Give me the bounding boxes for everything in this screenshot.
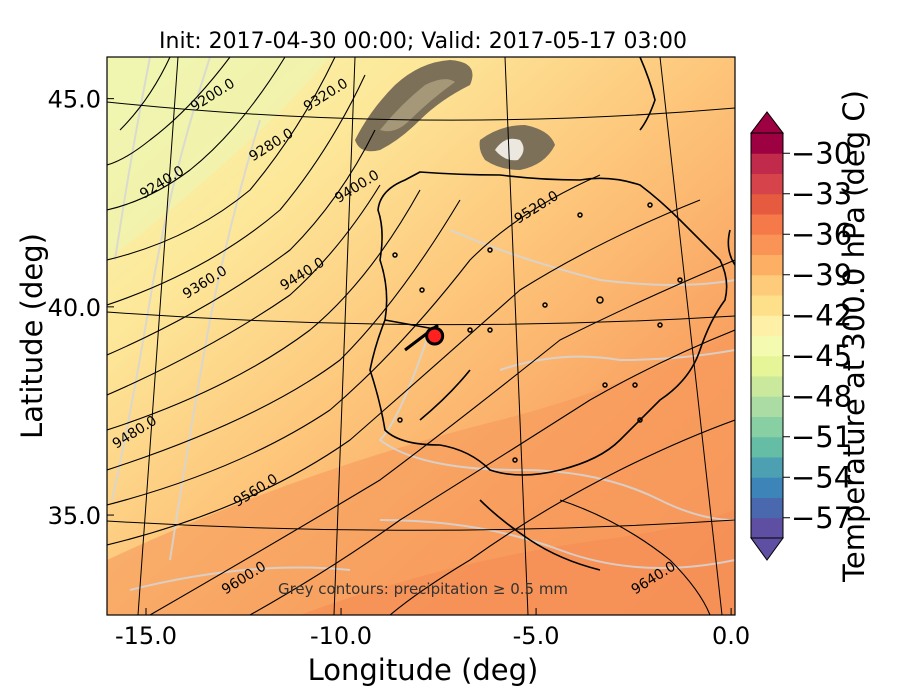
map-frame (106, 56, 736, 616)
colorbar-label: Temperature at 300.0 hPa (deg C) (837, 90, 871, 583)
colorbar-tick-label: −57 (791, 501, 852, 535)
colorbar-tick-label: −42 (791, 298, 852, 332)
islands (392, 202, 683, 463)
colorbar-tick-label: −30 (791, 136, 852, 170)
y-tick-label: 45.0 (48, 86, 101, 114)
colorbar-segment (751, 477, 783, 498)
colorbar: −30 −33 −36 −39 −42 −45 −48 −51 −54 −57 Temperatu… (749, 90, 871, 583)
colorbar-segment (751, 295, 783, 316)
colorbar-segment (751, 355, 783, 377)
y-axis-label: Latitude (deg) (15, 233, 49, 439)
x-tick-label: -10.0 (310, 622, 372, 650)
colorbar-ticks: −30 −33 −36 −39 −42 −45 −48 −51 −54 −57 (783, 136, 852, 535)
colorbar-top-extend (749, 111, 785, 134)
x-tick-label: -5.0 (513, 622, 560, 650)
x-axis-label: Longitude (deg) (308, 653, 539, 687)
colorbar-frame (750, 132, 784, 539)
colorbar-tick-label: −39 (791, 258, 852, 292)
colorbar-segment (751, 335, 783, 357)
y-axis-ticks: 35.0 40.0 45.0 (48, 86, 114, 530)
temperature-warmest-region (300, 510, 735, 615)
geopotential-contours (107, 57, 735, 615)
terrain-shading (355, 60, 555, 170)
x-tick-label: 0.0 (712, 622, 750, 650)
colorbar-segment (751, 133, 783, 154)
colorbar-segment (751, 173, 783, 195)
precipitation-note: Grey contours: precipitation ≥ 0.5 mm (278, 580, 568, 598)
colorbar-tick-label: −33 (791, 177, 852, 211)
colorbar-segments (751, 133, 783, 539)
colorbar-segment (751, 153, 783, 174)
colorbar-segment (751, 193, 783, 215)
location-marker (425, 326, 445, 346)
figure-title: Init: 2017-04-30 00:00; Valid: 2017-05-1… (159, 29, 687, 54)
colorbar-segment (751, 497, 783, 519)
colorbar-bottom-extend (750, 537, 784, 561)
colorbar-segment (751, 416, 783, 438)
y-tick-label: 40.0 (48, 294, 101, 322)
colorbar-segment (751, 457, 783, 478)
colorbar-segment (751, 517, 783, 539)
colorbar-segment (751, 315, 783, 336)
colorbar-tick-label: −51 (791, 420, 852, 454)
colorbar-tick-label: −48 (791, 379, 852, 413)
colorbar-segment (751, 274, 783, 296)
colorbar-segment (751, 234, 783, 255)
map-gridlines (107, 57, 735, 615)
x-tick-label: -15.0 (115, 622, 177, 650)
colorbar-tick-label: −54 (791, 460, 852, 494)
y-tick-label: 35.0 (48, 502, 101, 530)
colorbar-segment (751, 436, 783, 458)
colorbar-segment (751, 376, 783, 397)
colorbar-segment (751, 396, 783, 417)
map-panel: 9200.09240.09280.09320.09360.09400.09440… (107, 57, 735, 615)
colorbar-tick-label: −36 (791, 217, 852, 251)
colorbar-segment (751, 214, 783, 235)
x-axis-ticks: -15.0 -10.0 -5.0 0.0 (115, 608, 750, 650)
colorbar-tick-label: −45 (791, 339, 852, 373)
colorbar-segment (751, 254, 783, 276)
